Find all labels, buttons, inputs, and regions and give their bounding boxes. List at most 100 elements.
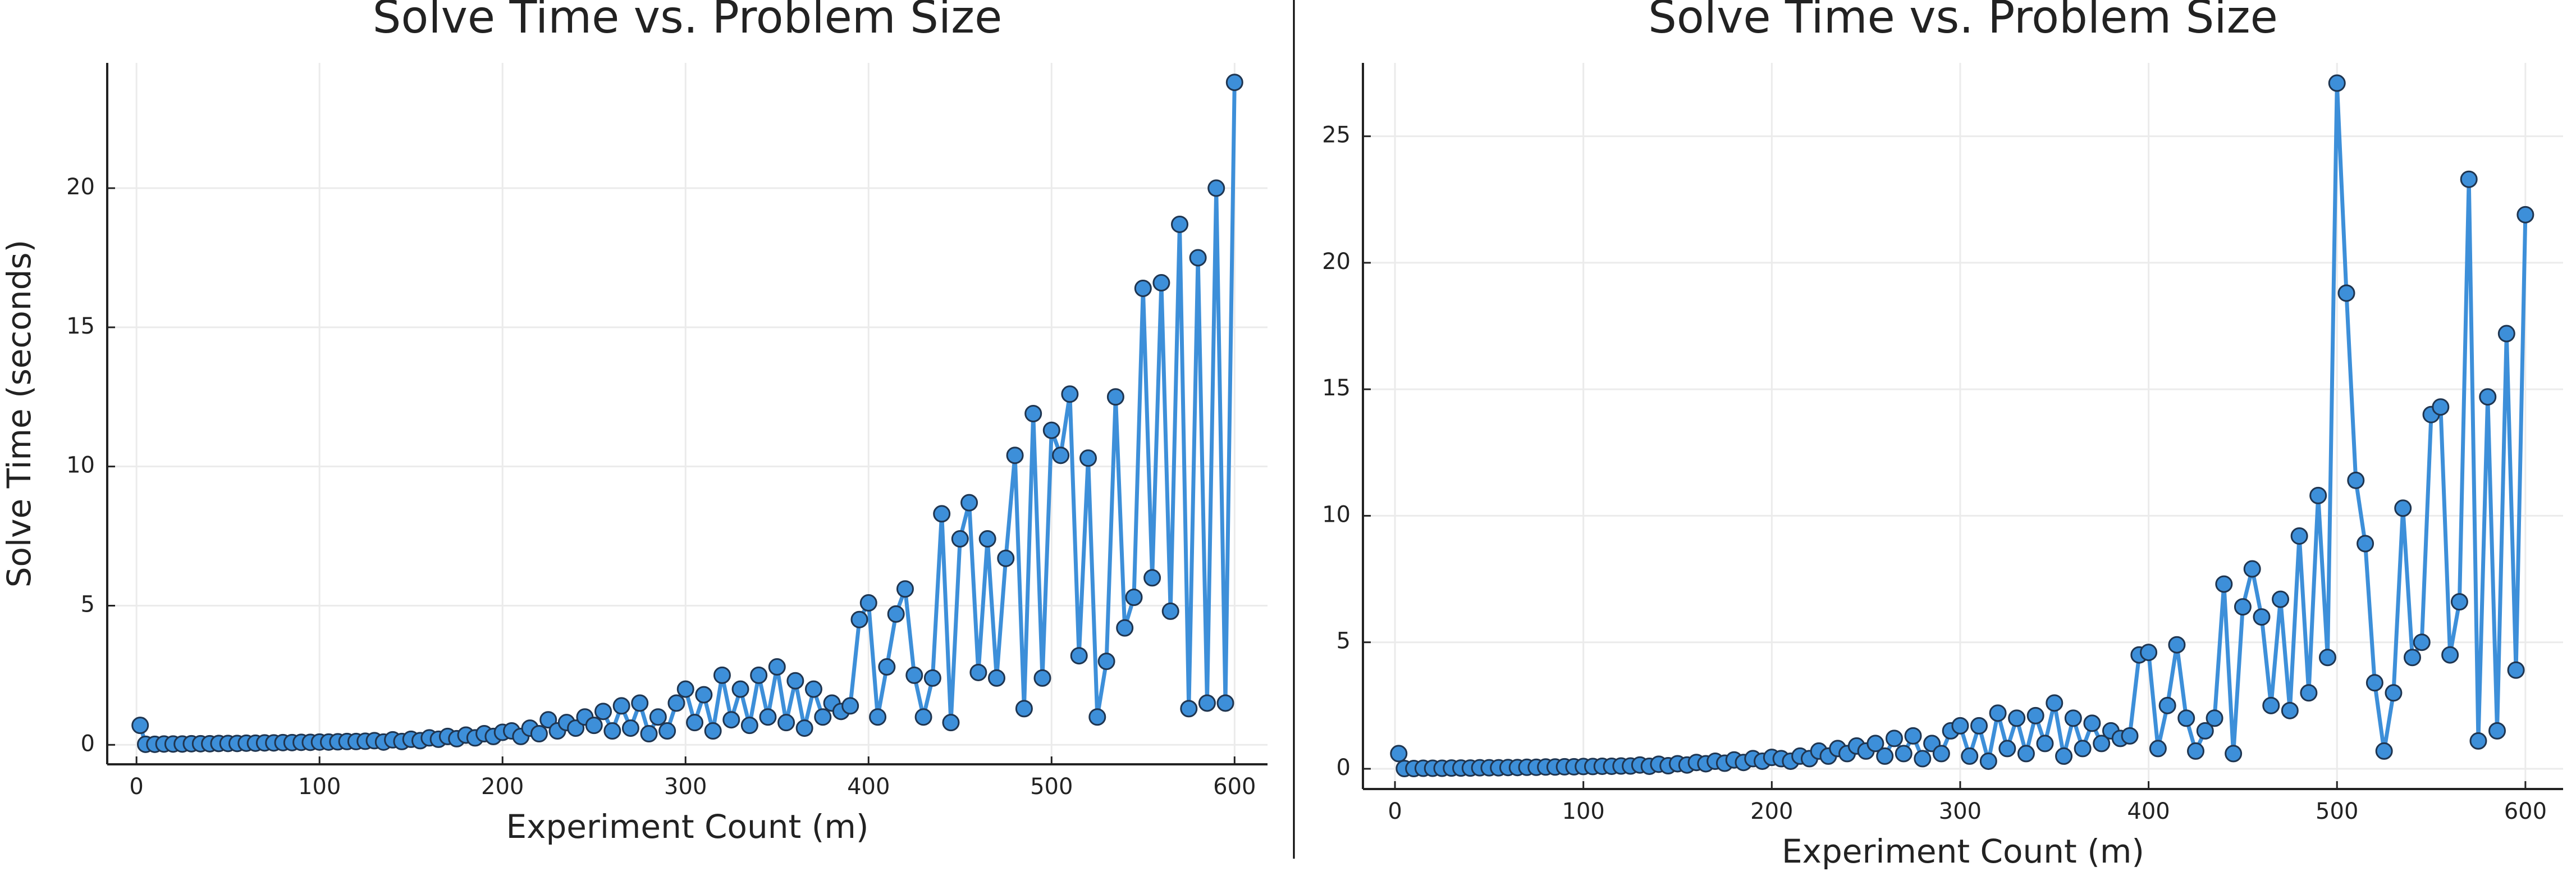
data-point (1033, 669, 1051, 687)
data-point (2168, 636, 2186, 654)
data-point (603, 722, 621, 740)
data-point (2017, 745, 2035, 763)
x-tick-label: 500 (2316, 799, 2358, 824)
data-point (2206, 709, 2223, 727)
data-point (1070, 647, 1088, 665)
data-point (2365, 674, 2383, 692)
data-point (1097, 653, 1115, 671)
data-point (2215, 575, 2233, 593)
x-axis-label: Experiment Count (m) (506, 808, 869, 846)
y-tick-label: 5 (81, 591, 95, 617)
data-point (2234, 598, 2252, 616)
data-point (1216, 694, 1234, 712)
data-point (1225, 74, 1243, 92)
data-point (905, 666, 923, 684)
data-point (2394, 499, 2412, 517)
data-point (1189, 249, 1207, 267)
data-point (933, 505, 951, 523)
data-point (2488, 722, 2506, 740)
data-point (2281, 701, 2299, 719)
x-tick-label: 0 (1388, 799, 1402, 824)
data-point (1895, 745, 1912, 763)
chart-title: Solve Time vs. Problem Size (373, 0, 1003, 43)
data-point (841, 697, 859, 715)
data-point (2008, 709, 2026, 727)
data-point (987, 669, 1005, 687)
series-line (1397, 81, 2528, 771)
data-point (869, 708, 887, 726)
x-tick-label: 400 (847, 774, 890, 800)
x-tick-label: 600 (2504, 799, 2547, 824)
y-tick-label: 10 (66, 453, 95, 478)
x-tick-label: 300 (1939, 799, 1982, 824)
data-point (942, 714, 960, 732)
data-point (2064, 709, 2082, 727)
data-point (2432, 398, 2450, 416)
data-point (759, 708, 777, 726)
data-point (1198, 694, 1216, 712)
data-point (997, 549, 1015, 567)
data-point (1088, 708, 1106, 726)
data-point (1998, 740, 2016, 758)
y-tick-label: 15 (66, 313, 95, 339)
data-point (1143, 569, 1161, 587)
data-point (2262, 696, 2280, 714)
data-point (804, 680, 822, 698)
data-point (567, 719, 585, 737)
data-point (722, 711, 740, 729)
y-tick-label: 10 (1322, 501, 1351, 527)
data-point (649, 708, 667, 726)
x-tick-label: 100 (1562, 799, 1605, 824)
data-point (2093, 735, 2111, 753)
data-point (978, 530, 996, 548)
data-point (1914, 750, 1932, 768)
data-point (878, 658, 896, 676)
data-point (676, 680, 694, 698)
data-point (2177, 709, 2195, 727)
data-point (2225, 745, 2243, 763)
data-point (530, 724, 548, 742)
data-point (640, 724, 658, 742)
data-point (786, 672, 804, 690)
data-point (2026, 706, 2044, 724)
data-point (2469, 732, 2487, 750)
data-point (914, 708, 932, 726)
data-point (658, 722, 676, 740)
data-point (594, 703, 612, 721)
data-point (1079, 449, 1097, 467)
x-tick-label: 200 (1750, 799, 1793, 824)
data-point (1015, 700, 1033, 718)
data-point (695, 686, 713, 704)
data-point (2046, 694, 2063, 712)
x-tick-label: 400 (2127, 799, 2170, 824)
data-point (740, 717, 758, 735)
data-point (2187, 742, 2205, 760)
data-point (1006, 446, 1024, 464)
data-point (667, 694, 685, 712)
data-point (1052, 446, 1070, 464)
data-point (887, 605, 905, 623)
data-point (795, 719, 813, 737)
y-tick-label: 20 (1322, 249, 1351, 275)
data-point (2497, 325, 2515, 343)
x-tick-label: 200 (481, 774, 524, 800)
data-point (686, 714, 704, 732)
data-point (923, 669, 941, 687)
data-point (2479, 388, 2497, 406)
data-point (1390, 745, 1408, 763)
data-point (1106, 388, 1124, 406)
data-point (1979, 752, 1997, 770)
data-point (2357, 535, 2374, 553)
data-point (1989, 704, 2007, 722)
data-point (1932, 745, 1950, 763)
y-tick-label: 25 (1322, 122, 1351, 148)
data-point (896, 580, 914, 598)
data-point (2385, 684, 2403, 702)
data-point (768, 658, 786, 676)
data-point (704, 722, 722, 740)
x-tick-label: 600 (1213, 774, 1256, 800)
data-point (2460, 170, 2478, 188)
data-point (1134, 279, 1152, 297)
data-point (777, 714, 795, 732)
y-tick-label: 0 (81, 731, 95, 756)
